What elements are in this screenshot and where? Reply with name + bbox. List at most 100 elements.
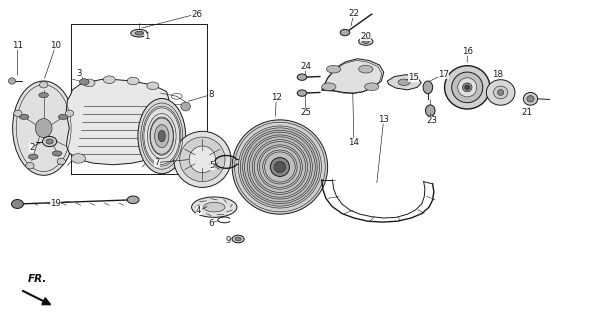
Text: 9: 9: [226, 236, 231, 245]
Ellipse shape: [523, 92, 538, 105]
Ellipse shape: [274, 161, 286, 173]
Circle shape: [29, 154, 38, 159]
Text: 17: 17: [438, 70, 449, 79]
Ellipse shape: [451, 72, 483, 103]
Ellipse shape: [135, 31, 144, 35]
Ellipse shape: [426, 105, 435, 116]
Ellipse shape: [362, 40, 370, 44]
Text: 14: 14: [349, 138, 359, 147]
Ellipse shape: [498, 90, 504, 95]
Text: 16: 16: [462, 46, 473, 56]
Ellipse shape: [260, 147, 300, 187]
Ellipse shape: [11, 199, 23, 208]
Circle shape: [327, 65, 341, 73]
Ellipse shape: [46, 139, 53, 144]
Text: 20: 20: [361, 32, 371, 41]
Ellipse shape: [57, 158, 65, 164]
Ellipse shape: [297, 90, 307, 96]
Ellipse shape: [462, 83, 472, 92]
Text: 22: 22: [349, 9, 359, 18]
Ellipse shape: [14, 110, 22, 116]
Ellipse shape: [235, 237, 241, 241]
Text: 3: 3: [77, 69, 82, 78]
Ellipse shape: [457, 78, 477, 97]
Ellipse shape: [127, 196, 139, 204]
Circle shape: [59, 114, 68, 119]
Ellipse shape: [35, 119, 52, 138]
Ellipse shape: [138, 99, 185, 174]
Ellipse shape: [26, 163, 34, 169]
Text: 11: 11: [12, 41, 23, 51]
Text: 23: 23: [426, 116, 437, 125]
Circle shape: [359, 65, 373, 73]
Text: 10: 10: [50, 41, 61, 51]
Text: 24: 24: [301, 62, 312, 71]
Ellipse shape: [423, 81, 432, 94]
Ellipse shape: [340, 29, 350, 36]
Circle shape: [19, 114, 29, 119]
Ellipse shape: [232, 235, 244, 243]
Ellipse shape: [191, 197, 237, 217]
Ellipse shape: [80, 79, 89, 85]
Polygon shape: [388, 75, 422, 90]
Text: 19: 19: [50, 198, 61, 207]
Ellipse shape: [65, 110, 74, 116]
Text: 15: 15: [408, 73, 419, 82]
Ellipse shape: [103, 76, 115, 84]
Ellipse shape: [270, 157, 289, 176]
Text: 18: 18: [492, 70, 502, 79]
Ellipse shape: [39, 82, 48, 88]
Ellipse shape: [232, 120, 328, 214]
Ellipse shape: [486, 80, 515, 105]
Text: 26: 26: [191, 10, 202, 19]
Text: 13: 13: [378, 115, 389, 124]
Ellipse shape: [147, 82, 159, 90]
Text: FR.: FR.: [28, 274, 47, 284]
Ellipse shape: [249, 137, 310, 197]
Ellipse shape: [444, 66, 490, 109]
Ellipse shape: [179, 137, 225, 182]
Ellipse shape: [8, 78, 16, 84]
Circle shape: [322, 83, 336, 91]
Ellipse shape: [146, 155, 160, 165]
Circle shape: [398, 79, 410, 85]
Ellipse shape: [465, 85, 469, 90]
Polygon shape: [66, 79, 170, 165]
Text: 25: 25: [301, 108, 312, 117]
Polygon shape: [322, 59, 384, 93]
Text: 6: 6: [208, 219, 213, 228]
Ellipse shape: [181, 102, 190, 111]
Ellipse shape: [254, 141, 306, 192]
Text: 8: 8: [208, 90, 213, 99]
Text: 4: 4: [196, 206, 202, 215]
Circle shape: [52, 151, 62, 156]
Ellipse shape: [203, 202, 225, 212]
Text: 2: 2: [29, 143, 35, 152]
Ellipse shape: [240, 128, 319, 206]
Text: 21: 21: [521, 108, 532, 117]
Text: 1: 1: [144, 32, 150, 41]
Ellipse shape: [189, 146, 215, 173]
Ellipse shape: [158, 130, 166, 142]
Circle shape: [39, 92, 48, 98]
Text: 12: 12: [271, 93, 282, 102]
Ellipse shape: [42, 136, 57, 147]
Ellipse shape: [131, 29, 148, 37]
Ellipse shape: [245, 132, 315, 202]
Circle shape: [365, 83, 379, 91]
Ellipse shape: [265, 152, 295, 182]
Ellipse shape: [71, 154, 86, 163]
Ellipse shape: [493, 86, 508, 99]
Ellipse shape: [150, 117, 173, 155]
Ellipse shape: [359, 38, 373, 45]
Ellipse shape: [297, 74, 307, 80]
Text: 5: 5: [210, 161, 215, 170]
Ellipse shape: [155, 124, 169, 148]
Ellipse shape: [13, 81, 75, 175]
Ellipse shape: [127, 77, 139, 85]
Ellipse shape: [143, 106, 181, 166]
Ellipse shape: [173, 131, 231, 188]
Ellipse shape: [83, 79, 95, 87]
Ellipse shape: [527, 96, 534, 102]
Text: 7: 7: [154, 158, 160, 167]
